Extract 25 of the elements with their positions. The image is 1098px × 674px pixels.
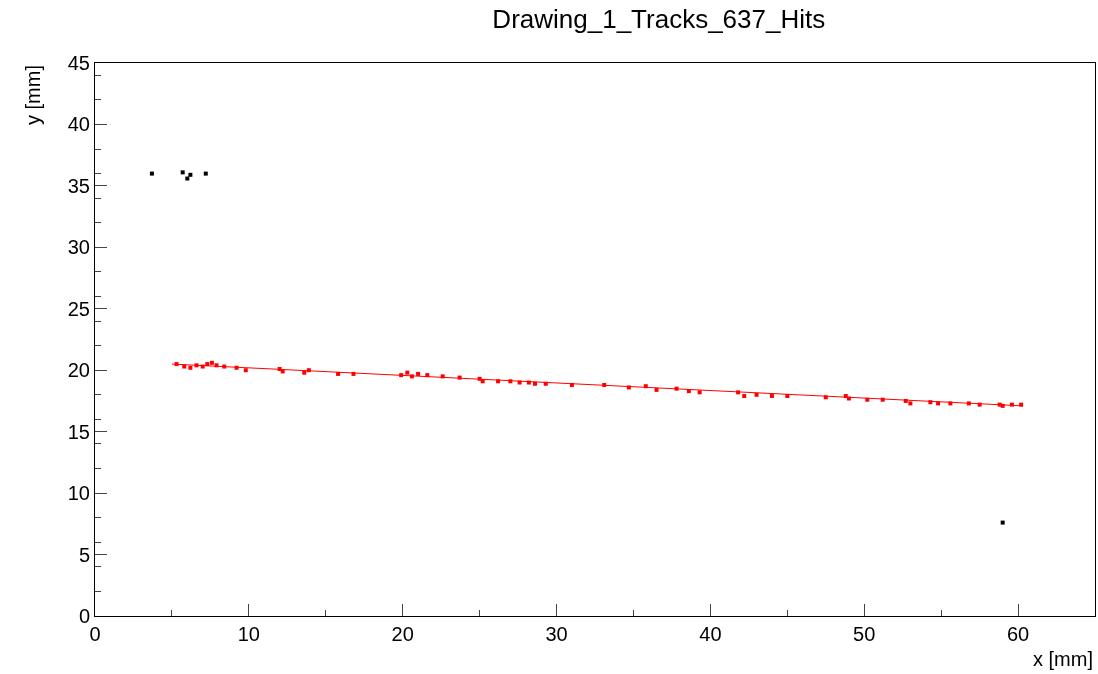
x-tick-label: 10	[237, 623, 260, 645]
x-tick-label: 40	[699, 623, 722, 645]
y-tick-label: 0	[78, 605, 90, 627]
y-tick-label: 15	[67, 420, 90, 443]
point	[188, 172, 193, 177]
y-tick-label: 5	[78, 543, 90, 566]
point	[149, 171, 154, 176]
point	[180, 170, 185, 175]
y-tick-label: 20	[67, 359, 90, 382]
x-tick-label: 50	[853, 623, 876, 645]
x-tick-label: 60	[1006, 623, 1030, 645]
x-tick-label: 30	[545, 623, 568, 645]
y-tick-label: 45	[67, 52, 90, 74]
x-tick-label: 20	[391, 623, 414, 645]
point	[1000, 520, 1005, 525]
y-tick-label: 25	[67, 297, 90, 320]
chart-title: Drawing_1_Tracks_637_Hits	[492, 4, 826, 35]
point	[185, 176, 190, 181]
point	[203, 171, 208, 176]
x-axis-title: x [mm]	[1033, 648, 1093, 670]
y-tick-label: 35	[67, 174, 90, 197]
y-axis-title: y [mm]	[22, 65, 44, 125]
y-tick-label: 30	[67, 236, 90, 259]
y-tick-label: 40	[67, 113, 90, 136]
y-tick-label: 10	[67, 482, 90, 505]
